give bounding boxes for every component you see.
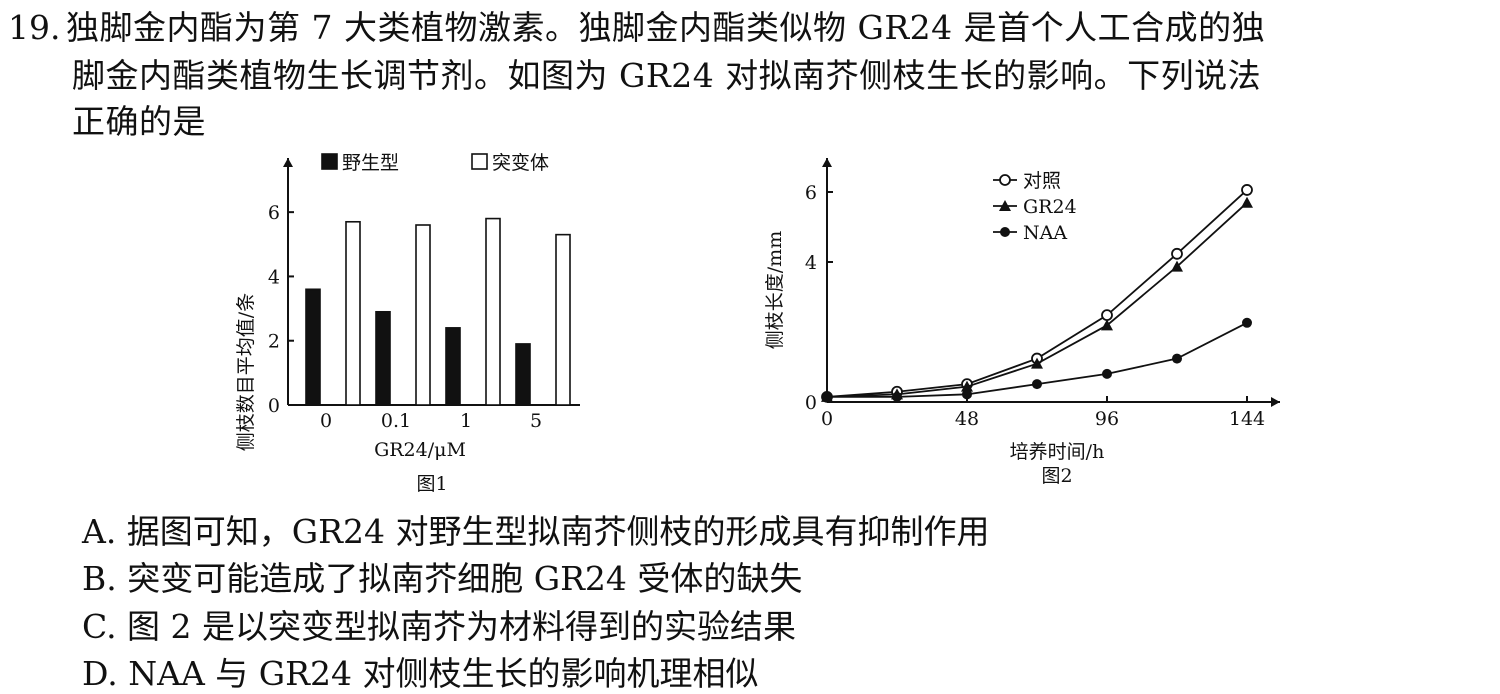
option-c[interactable]: C. 图 2 是以突变型拟南芥为材料得到的实验结果 [82, 607, 797, 646]
figure-2-x-tick-label: 0 [821, 408, 833, 430]
figure-1-y-tick-label: 0 [268, 395, 280, 417]
figure-1-bars [305, 217, 571, 406]
figure-1-ylabel: 侧枝数目平均值/条 [235, 293, 257, 451]
figure-2-legend-label: GR24 [1023, 196, 1077, 218]
option-d[interactable]: D. NAA 与 GR24 对侧枝生长的影响机理相似 [82, 654, 759, 693]
figure-1-legend-label: 突变体 [492, 152, 549, 174]
figure-1-y-tick-label: 6 [268, 202, 280, 224]
figure-2-point-对照 [1101, 309, 1113, 322]
figure-1-bar-突变体 [485, 217, 501, 406]
figure-2-point-NAA [892, 391, 902, 402]
figure-2-point-NAA [822, 391, 832, 402]
figure-1-x-tick-label: 1 [460, 410, 472, 432]
figure-1-legend: 野生型 突变体 [321, 152, 549, 174]
figure-2-point-对照 [1171, 247, 1183, 260]
figure-1-y-tick-label: 4 [268, 266, 280, 288]
figure-2-caption: 图2 [1041, 465, 1072, 487]
question-stem-line-2: 脚金内酯类植物生长调节剂。如图为 GR24 对拟南芥侧枝生长的影响。下列说法 [72, 56, 1262, 95]
figure-1-bar-chart: 0 2 4 6 0 0.1 1 5 野生型 突变体 侧枝数目平均值/条 GR24/μM 图1 [235, 152, 580, 495]
figure-2-point-GR24 [1241, 196, 1253, 208]
figure-1-bar-突变体 [555, 233, 571, 406]
figure-2-legend-label: NAA [1023, 222, 1067, 244]
figure-2-series [821, 184, 1253, 403]
figure-2-legend-marker [999, 174, 1011, 186]
figure-1-legend-swatch [471, 153, 488, 170]
option-b[interactable]: B. 突变可能造成了拟南芥细胞 GR24 受体的缺失 [82, 559, 803, 598]
figure-1-bar-野生型 [515, 343, 531, 406]
figure-2-point-GR24 [1101, 319, 1113, 331]
figure-1-legend-swatch [321, 153, 338, 170]
figure-2-xlabel: 培养时间/h [1010, 441, 1105, 463]
figure-2-y-tick-label: 4 [805, 252, 817, 274]
figure-1-bar-野生型 [445, 327, 461, 406]
figure-1-bar-突变体 [415, 224, 431, 406]
figure-2-point-NAA [962, 389, 972, 400]
figure-2-point-NAA [1102, 368, 1112, 379]
figure-2-point-GR24 [1171, 260, 1183, 272]
question-stem-line-1: 独脚金内酯为第 7 大类植物激素。独脚金内酯类似物 GR24 是首个人工合成的独 [66, 8, 1266, 47]
figure-1-y-tick-label: 2 [268, 331, 280, 353]
figure-2-x-tick-label: 144 [1229, 408, 1265, 430]
figure-2-x-arrow [1271, 397, 1280, 407]
figure-1-axes: 0 2 4 6 0 0.1 1 5 [268, 158, 580, 432]
figure-2-y-tick-label: 0 [805, 392, 817, 414]
figure-2-y-arrow [822, 158, 832, 167]
figure-2-y-tick-label: 6 [805, 182, 817, 204]
figure-2-point-GR24 [961, 380, 973, 392]
figure-2-point-GR24 [1031, 357, 1043, 369]
figure-2-legend: 对照 GR24 NAA [993, 170, 1077, 244]
figure-1-legend-label: 野生型 [342, 152, 399, 174]
figure-1-bar-突变体 [345, 220, 361, 406]
figure-1-caption: 图1 [416, 473, 447, 495]
question-number: 19. [8, 8, 61, 47]
figure-2-ylabel: 侧枝长度/mm [764, 231, 786, 349]
figure-1-y-arrow [283, 158, 293, 167]
figure-2-legend-marker [999, 200, 1011, 211]
figure-2-point-NAA [1242, 317, 1252, 328]
figure-1-bar-野生型 [305, 288, 321, 406]
question-stem-line-3: 正确的是 [72, 102, 206, 141]
figure-2-axes: 0 4 6 0 48 96 144 [805, 158, 1280, 430]
figure-2-point-对照 [1241, 184, 1253, 196]
figure-2-point-NAA [1172, 353, 1182, 364]
figure-2-legend-label: 对照 [1023, 170, 1061, 192]
figure-1-x-tick-label: 5 [530, 410, 542, 432]
option-a[interactable]: A. 据图可知，GR24 对野生型拟南芥侧枝的形成具有抑制作用 [82, 512, 990, 551]
figure-2-point-NAA [1032, 379, 1042, 390]
figure-2-x-tick-label: 48 [955, 408, 979, 430]
figure-2-line-chart: 0 4 6 0 48 96 144 对照 GR24 NAA 侧枝长度/mm 培养时间/h 图2 [764, 158, 1280, 487]
figure-2-legend-marker [1000, 227, 1010, 237]
figure-1-xlabel: GR24/μM [374, 439, 466, 461]
figure-1-x-tick-label: 0 [320, 410, 332, 432]
figure-1-bar-野生型 [375, 310, 391, 406]
figure-2-x-tick-label: 96 [1095, 408, 1119, 430]
figure-1-x-tick-label: 0.1 [381, 410, 411, 432]
